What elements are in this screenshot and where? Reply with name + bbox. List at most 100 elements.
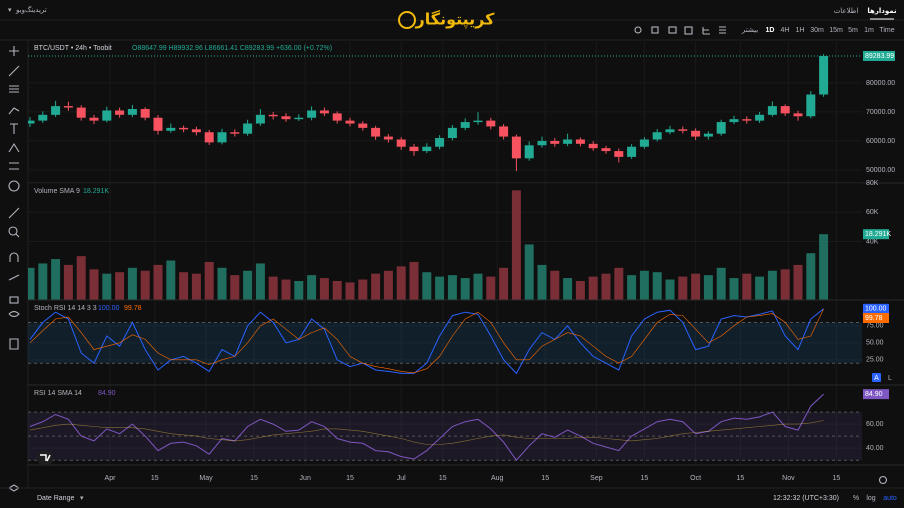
brand-menu[interactable]: تریدینگ‌ویو	[15, 5, 47, 14]
logo-icon	[398, 11, 416, 29]
candle-body	[486, 120, 496, 127]
volume-bar	[716, 267, 726, 300]
tab-charts[interactable]: نمودارها	[867, 7, 897, 15]
scale-button[interactable]: auto	[883, 495, 897, 502]
x-tick-label: Oct	[690, 475, 701, 482]
volume-bar	[255, 263, 265, 300]
volume-bar	[755, 276, 765, 300]
volume-bar	[652, 272, 662, 300]
volume-bar	[28, 267, 35, 300]
volume-bar	[217, 267, 227, 300]
timeframe[interactable]: 1H	[796, 27, 805, 34]
volume-bar	[665, 279, 675, 300]
candle-body	[819, 55, 829, 95]
timeframe[interactable]: Time	[879, 27, 894, 34]
candle-body	[140, 109, 150, 118]
candle-body	[588, 143, 598, 149]
pane	[28, 385, 862, 465]
scale-button[interactable]: log	[866, 495, 875, 502]
y-tick-label: 60K	[866, 209, 879, 216]
timeframe[interactable]: 30m	[810, 27, 824, 34]
x-tick-label: Sep	[590, 475, 603, 482]
candle-body	[639, 139, 649, 147]
drawing-tools[interactable]	[7, 46, 21, 492]
candle-body	[371, 127, 381, 137]
candle-body	[793, 113, 803, 117]
volume-bar	[332, 280, 342, 300]
candle-body	[268, 114, 278, 117]
indicator-line	[29, 308, 824, 374]
candle-body	[217, 132, 227, 143]
settings-icon[interactable]	[878, 475, 888, 485]
volume-bar	[102, 273, 112, 300]
timeframe[interactable]: 15m	[829, 27, 843, 34]
volume-bar	[153, 264, 163, 300]
candle-body	[703, 133, 713, 137]
timeframe[interactable]: 1D	[766, 27, 775, 34]
x-tick-label: May	[199, 475, 213, 482]
last-value-label: 99.78	[865, 315, 883, 322]
candle-body	[76, 107, 86, 118]
pane-title: Volume SMA 9	[34, 188, 80, 195]
volume-bar	[294, 280, 304, 300]
volume-bar	[524, 244, 534, 300]
volume-bar	[588, 276, 598, 300]
candle-body	[755, 114, 765, 121]
volume-bar	[447, 275, 457, 300]
menu-arrow[interactable]: ▾	[8, 7, 12, 14]
y-tick-label: 80K	[866, 180, 879, 187]
volume-bar	[191, 273, 201, 300]
candle-body	[473, 120, 483, 123]
timeframe[interactable]: 1m	[864, 27, 874, 34]
volume-bar	[243, 270, 253, 300]
x-tick-label: Jul	[397, 475, 406, 482]
candle-body	[191, 129, 201, 133]
y-tick-label: 60.00	[866, 421, 884, 428]
volume-bar	[268, 276, 278, 300]
volume-bar	[729, 278, 739, 300]
candle-body	[511, 136, 521, 159]
candle-body	[115, 110, 125, 115]
tv-logo-mark	[40, 454, 51, 462]
pane-button-label[interactable]: L	[888, 375, 892, 382]
x-tick-label: 15	[833, 475, 841, 482]
date-range[interactable]: Date Range	[37, 495, 74, 502]
logo: کریپتونگار	[415, 10, 496, 30]
scale-button[interactable]: %	[853, 495, 859, 502]
candle-body	[524, 145, 534, 159]
x-tick-label: Nov	[782, 475, 795, 482]
candle-body	[691, 130, 701, 137]
pane	[28, 183, 862, 300]
tab-info[interactable]: اطلاعات	[834, 7, 859, 15]
more-timeframes[interactable]: بیشتر	[741, 26, 758, 34]
volume-bar	[230, 275, 240, 300]
pane-button-label[interactable]: A	[874, 375, 879, 382]
timeframe[interactable]: 5m	[848, 27, 858, 34]
last-value-box	[863, 303, 889, 314]
volume-bar	[678, 276, 688, 300]
candle-body	[767, 106, 777, 115]
candle-body	[294, 117, 304, 120]
pane-button[interactable]	[872, 373, 881, 382]
timeframe[interactable]: 4H	[781, 27, 790, 34]
volume-bar	[460, 278, 470, 300]
candle-body	[806, 94, 816, 117]
volume-bar	[179, 272, 189, 300]
candle-body	[665, 129, 675, 133]
last-value-box	[863, 50, 895, 61]
candle-body	[563, 139, 573, 144]
pane	[28, 300, 862, 385]
last-value-label: 18.291K	[865, 231, 891, 238]
candle-body	[601, 148, 611, 152]
volume-bar	[371, 273, 381, 300]
volume-bar	[563, 278, 573, 300]
volume-bar	[511, 190, 521, 300]
pane-value: 18.291K	[83, 188, 109, 195]
menu-arrow[interactable]: ▾	[80, 495, 84, 502]
indicator-line	[29, 308, 824, 375]
candle-body	[460, 122, 470, 128]
band-fill	[28, 322, 862, 364]
last-value-label: 100.00	[865, 306, 887, 313]
volume-bar	[550, 270, 560, 300]
volume-bar	[703, 275, 713, 300]
